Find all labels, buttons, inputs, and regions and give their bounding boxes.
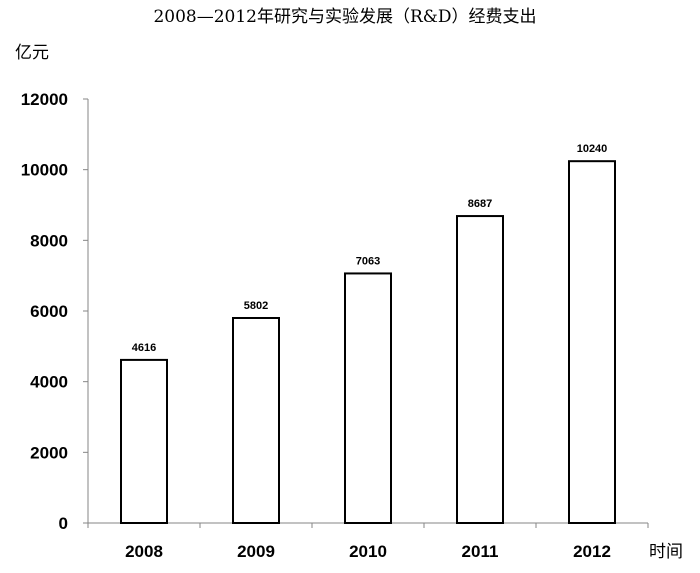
x-tick-label-2009: 2009 bbox=[237, 542, 275, 561]
bar-2008 bbox=[120, 358, 168, 524]
bar-2012 bbox=[568, 160, 616, 524]
data-label-2012: 10240 bbox=[577, 143, 608, 155]
y-tick-labels: 0 2000 4000 6000 8000 10000 12000 bbox=[21, 90, 68, 533]
data-label-2009: 5802 bbox=[244, 300, 268, 312]
y-axis-label: 亿元 bbox=[15, 43, 49, 63]
y-tick-label: 12000 bbox=[21, 90, 68, 109]
bar-2009 bbox=[232, 316, 280, 524]
bar-2011 bbox=[456, 215, 504, 524]
data-label-2008: 4616 bbox=[132, 342, 156, 354]
data-labels: 4616 5802 7063 8687 10240 bbox=[132, 143, 608, 354]
data-label-2010: 7063 bbox=[356, 255, 380, 267]
x-tick-label-2008: 2008 bbox=[125, 542, 163, 561]
y-tick-label: 0 bbox=[59, 514, 68, 533]
x-axis-label: 时间 bbox=[649, 542, 683, 562]
axes bbox=[83, 98, 649, 528]
x-tick-label-2011: 2011 bbox=[462, 542, 499, 561]
bar-2010 bbox=[344, 272, 392, 524]
data-label-2011: 8687 bbox=[468, 198, 492, 210]
y-tick-label: 6000 bbox=[30, 302, 68, 321]
chart-title: 2008—2012年研究与实验发展（R&D）经费支出 bbox=[153, 7, 536, 27]
x-tick-label-2012: 2012 bbox=[573, 542, 611, 561]
y-tick-label: 8000 bbox=[30, 231, 68, 250]
bars bbox=[120, 160, 616, 524]
x-tick-label-2010: 2010 bbox=[349, 542, 387, 561]
y-tick-label: 4000 bbox=[30, 373, 68, 392]
y-tick-label: 10000 bbox=[21, 161, 68, 180]
x-tick-labels: 2008 2009 2010 2011 2012 bbox=[125, 542, 611, 561]
y-tick-label: 2000 bbox=[30, 443, 68, 462]
